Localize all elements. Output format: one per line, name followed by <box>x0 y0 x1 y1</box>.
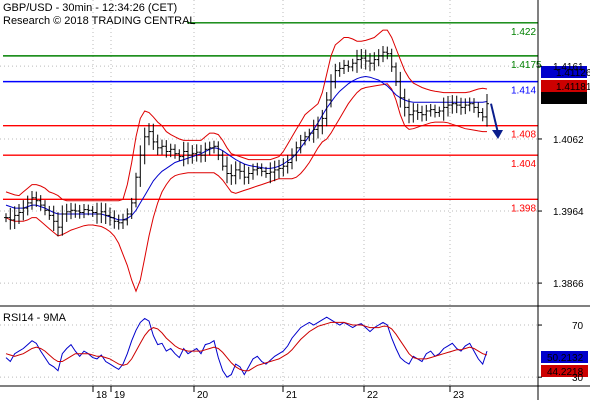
level-label: 1.408 <box>511 130 536 141</box>
price-badge-label: 1.41181 <box>556 82 590 93</box>
chart-title: GBP/USD - 30min - 12:34:26 (CET) <box>3 2 177 14</box>
chart-subtitle: Research © 2018 TRADING CENTRAL <box>3 15 196 27</box>
rsi-badge <box>541 365 588 377</box>
y-tick-label: 1.3964 <box>553 207 584 218</box>
level-label: 1.422 <box>511 27 536 38</box>
y-tick-label: 1.4161 <box>553 62 584 73</box>
x-tick-label: 20 <box>197 390 209 400</box>
price-badge <box>541 92 587 104</box>
level-label: 1.404 <box>511 159 536 170</box>
rsi-badge-label: 50.2132 <box>547 353 584 364</box>
x-tick-label: 19 <box>114 390 126 400</box>
rsi-tick-label: 30 <box>572 373 584 384</box>
level-label: 1.398 <box>511 203 536 214</box>
price-panel: 1.4221.41751.4141.4081.4041.3981.411261.… <box>3 22 590 293</box>
grid <box>0 0 538 386</box>
price-badge <box>541 66 587 78</box>
x-tick-label: 23 <box>453 390 465 400</box>
x-tick-label: 18 <box>96 390 108 400</box>
rsi-panel: 50.2132 44.2218 <box>5 316 588 378</box>
lower-band-line <box>5 83 487 293</box>
price-badge-label: 1.41126 <box>556 68 590 79</box>
x-tick-label: 22 <box>367 390 379 400</box>
rsi-title: RSI14 - 9MA <box>3 312 67 324</box>
forecast-arrow-head <box>492 129 503 139</box>
y-tick-label: 1.4062 <box>553 135 584 146</box>
price-badge-label: 1.411 <box>556 94 581 105</box>
level-label: 1.414 <box>511 86 536 97</box>
level-label: 1.4175 <box>511 60 542 71</box>
price-badge <box>541 80 587 92</box>
rsi-badge <box>541 351 588 363</box>
x-tick-label: 21 <box>286 390 298 400</box>
rsi-tick-label: 70 <box>572 321 584 332</box>
moving-average-line <box>5 75 488 221</box>
forecast-arrow-shaft <box>490 103 499 134</box>
upper-band-line <box>5 29 488 202</box>
rsi-series-line <box>5 321 488 372</box>
rsi-badge-label: 44.2218 <box>547 367 584 378</box>
y-tick-label: 1.3866 <box>553 279 584 290</box>
